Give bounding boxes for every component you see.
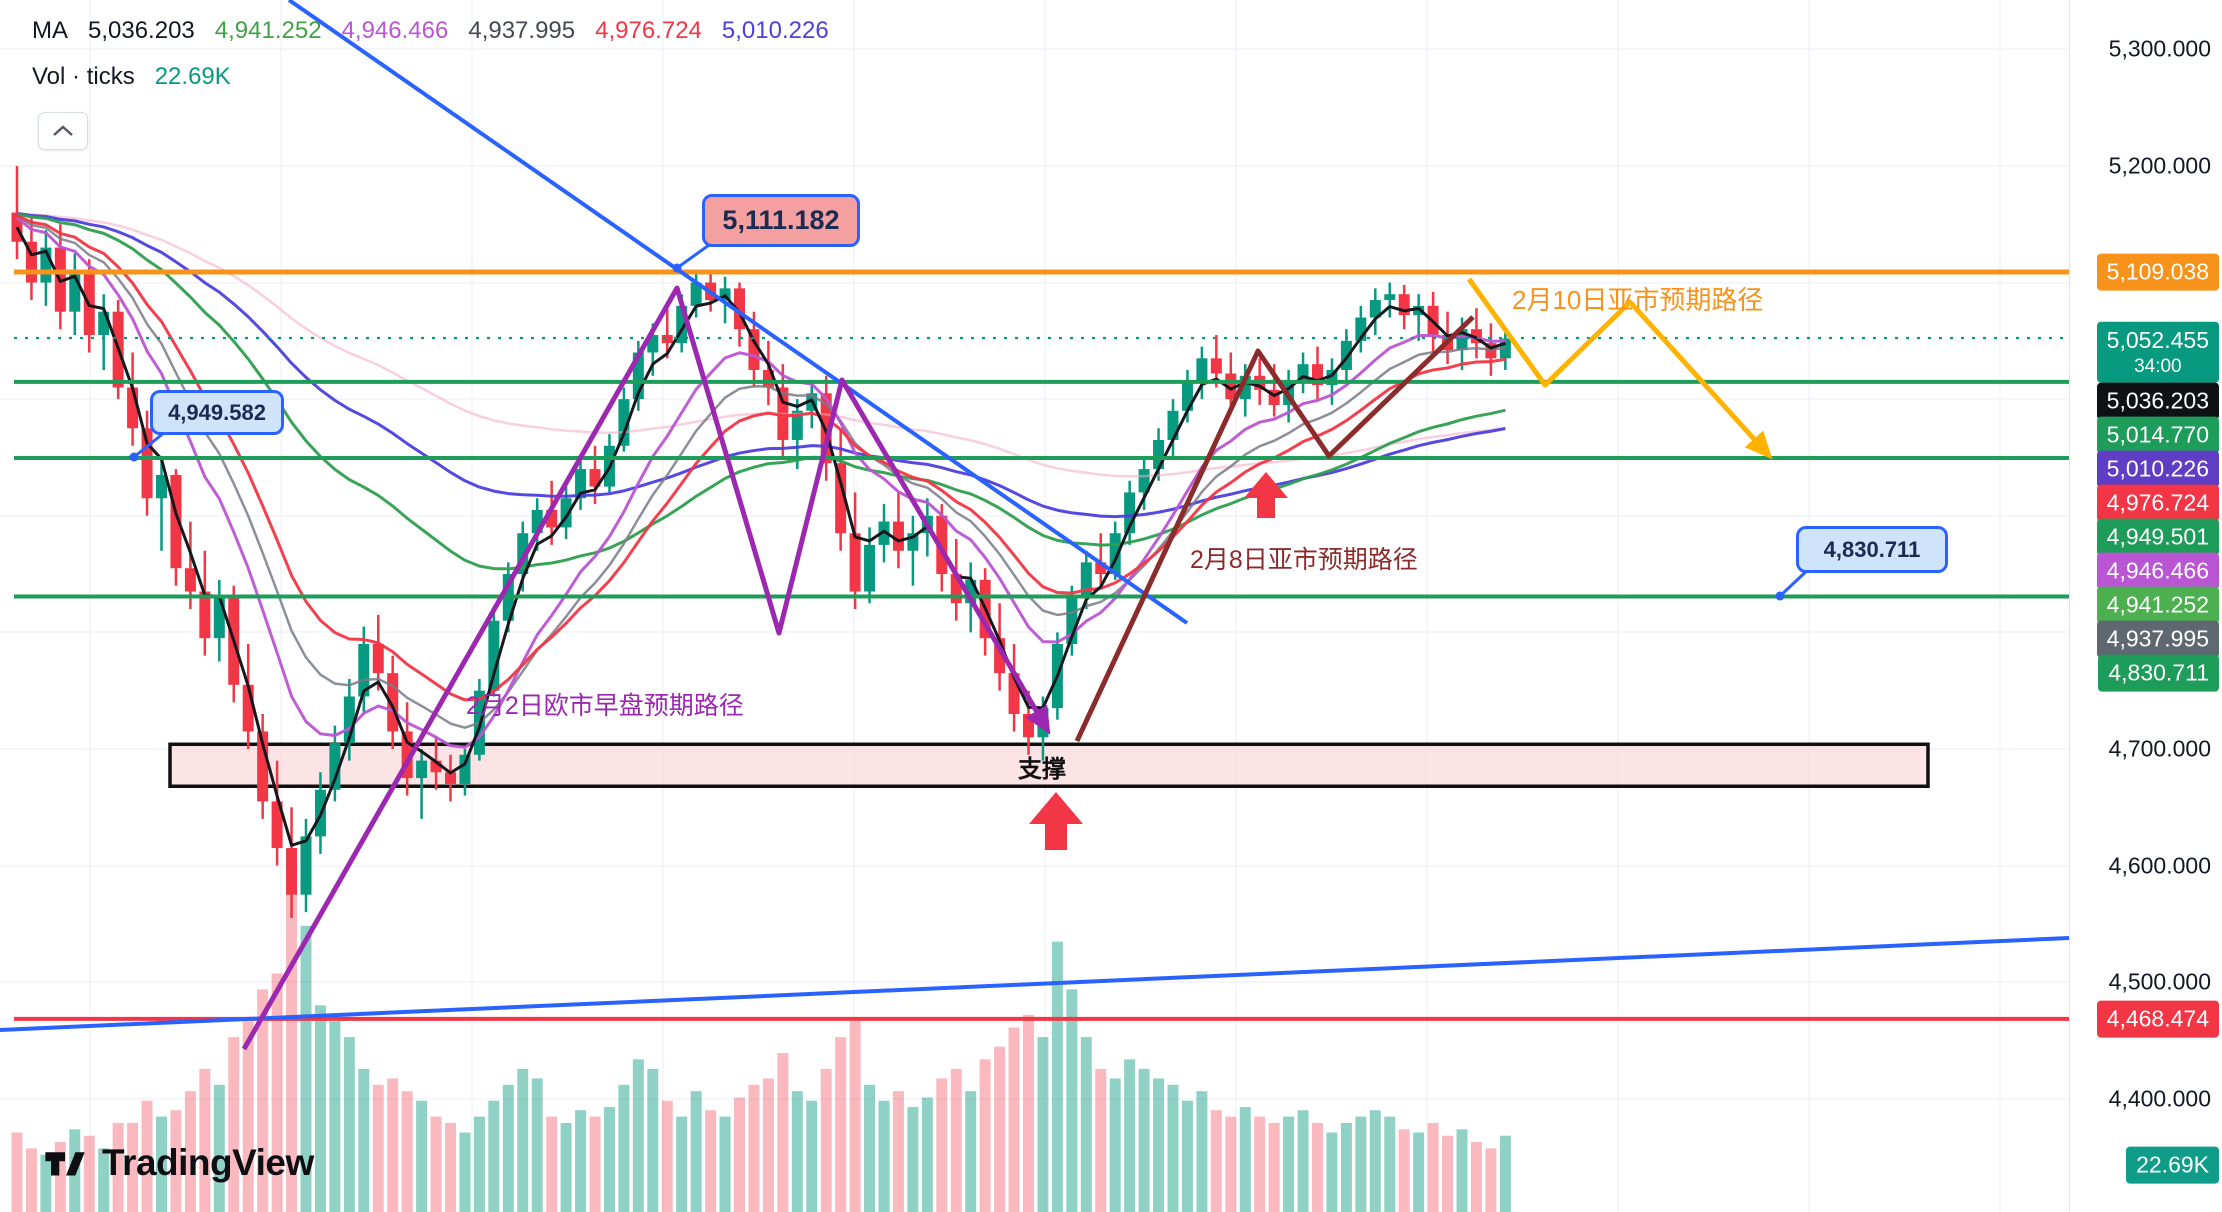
legend-collapse-button[interactable] bbox=[38, 112, 88, 150]
axis-gridline-label: 5,300.000 bbox=[2108, 35, 2211, 62]
tradingview-logo-text: TradingView bbox=[102, 1142, 314, 1183]
axis-gridline-label: 4,400.000 bbox=[2108, 1085, 2211, 1112]
price-axis-badge: 4,937.995 bbox=[2096, 620, 2219, 658]
price-axis[interactable]: 5,300.000 5,200.000 4,700.000 4,600.000 4,50… bbox=[2069, 0, 2222, 1212]
axis-gridline-label: 4,600.000 bbox=[2108, 852, 2211, 879]
price-axis-badge: 5,036.203 bbox=[2096, 382, 2219, 420]
axis-gridline-label: 4,500.000 bbox=[2108, 968, 2211, 995]
ma-value-4: 4,976.724 bbox=[595, 17, 702, 44]
price-callout-right[interactable]: 4,830.711 bbox=[1796, 526, 1948, 573]
expected-path-label-feb8[interactable]: 2月8日亚市预期路径 bbox=[1190, 546, 1418, 574]
ma-main-value: 5,036.203 bbox=[88, 17, 195, 44]
ma-legend-title: MA bbox=[32, 17, 68, 44]
support-zone-label[interactable]: 支撑 bbox=[1018, 756, 1066, 783]
price-axis-badge: 5,109.038 bbox=[2096, 253, 2219, 291]
chart-canvas[interactable] bbox=[0, 0, 2069, 1212]
price-axis-badge: 5,014.770 bbox=[2096, 416, 2219, 454]
ma-value-5: 5,010.226 bbox=[721, 17, 829, 44]
expected-path-label-feb10[interactable]: 2月10日亚市预期路径 bbox=[1512, 285, 1764, 315]
volume-legend-title: Vol · ticks bbox=[32, 63, 135, 90]
price-axis-badge: 5,010.226 bbox=[2096, 450, 2219, 488]
price-axis-badge: 22.69K bbox=[2126, 1146, 2219, 1184]
price-callout-peak[interactable]: 5,111.182 bbox=[702, 194, 860, 247]
price-axis-badge: 4,468.474 bbox=[2096, 1000, 2219, 1038]
expected-paths-layer[interactable] bbox=[241, 277, 1773, 1051]
volume-bars-layer bbox=[11, 894, 1511, 1212]
volume-legend-row[interactable]: Vol · ticks 22.69K bbox=[32, 54, 829, 100]
price-axis-badge: 4,830.711 bbox=[2098, 654, 2219, 692]
ma-value-2: 4,946.466 bbox=[341, 17, 449, 44]
indicator-legend: MA 5,036.203 4,941.252 4,946.466 4,937.9… bbox=[32, 8, 829, 100]
price-axis-badge: 4,949.501 bbox=[2096, 518, 2219, 556]
price-callout-left[interactable]: 4,949.582 bbox=[150, 390, 284, 435]
trendlines-layer[interactable] bbox=[0, 0, 2069, 1032]
chevron-up-icon bbox=[53, 125, 73, 136]
price-levels-layer[interactable] bbox=[14, 269, 2069, 1021]
price-axis-badge: 5,052.455 34:00 bbox=[2096, 321, 2219, 383]
ma-legend-row[interactable]: MA 5,036.203 4,941.252 4,946.466 4,937.9… bbox=[32, 8, 829, 54]
moving-averages-layer bbox=[15, 211, 1506, 847]
price-axis-badge: 4,946.466 bbox=[2096, 552, 2219, 590]
expected-path-label-feb2[interactable]: 2月2日欧市早盘预期路径 bbox=[466, 692, 744, 720]
axis-gridline-label: 5,200.000 bbox=[2108, 152, 2211, 179]
tradingview-logo[interactable]: TradingView bbox=[40, 1138, 314, 1188]
axis-gridline-label: 4,700.000 bbox=[2108, 735, 2211, 762]
volume-value: 22.69K bbox=[154, 63, 231, 90]
ma-value-1: 4,941.252 bbox=[214, 17, 322, 44]
tradingview-logo-icon bbox=[45, 1152, 85, 1176]
price-axis-badge: 4,941.252 bbox=[2096, 586, 2219, 624]
ma-value-3: 4,937.995 bbox=[468, 17, 576, 44]
price-axis-badge: 4,976.724 bbox=[2096, 484, 2219, 522]
